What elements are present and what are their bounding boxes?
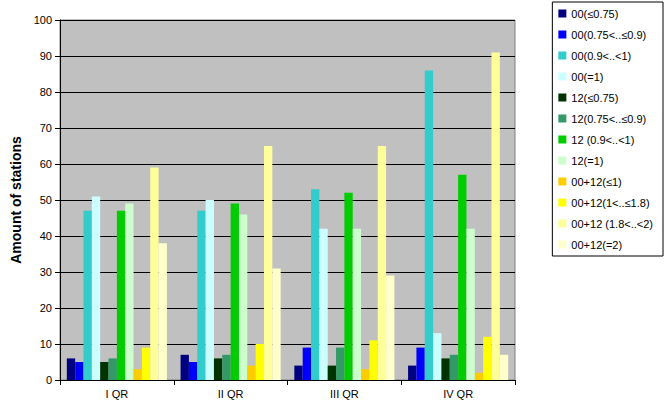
svg-text:II QR: II QR [218, 388, 244, 400]
svg-text:10: 10 [40, 338, 52, 350]
svg-text:00+12(=2): 00+12(=2) [571, 239, 622, 251]
svg-text:00(≤0.75): 00(≤0.75) [571, 8, 618, 20]
svg-text:100: 100 [34, 14, 52, 26]
svg-text:00+12(≤1): 00+12(≤1) [571, 176, 621, 188]
svg-text:12(=1): 12(=1) [571, 155, 603, 167]
svg-text:20: 20 [40, 302, 52, 314]
svg-text:00+12(1<..≤1.8): 00+12(1<..≤1.8) [571, 197, 649, 209]
svg-text:90: 90 [40, 50, 52, 62]
svg-text:III QR: III QR [330, 388, 359, 400]
svg-text:70: 70 [40, 122, 52, 134]
svg-text:0: 0 [46, 374, 52, 386]
svg-text:60: 60 [40, 158, 52, 170]
svg-text:IV QR: IV QR [443, 388, 473, 400]
svg-text:12(0.75<..≤0.9): 12(0.75<..≤0.9) [571, 113, 646, 125]
svg-text:00(0.9<..<1): 00(0.9<..<1) [571, 50, 631, 62]
svg-text:40: 40 [40, 230, 52, 242]
svg-text:12 (0.9<..<1): 12 (0.9<..<1) [571, 134, 634, 146]
svg-text:30: 30 [40, 266, 52, 278]
svg-text:00(0.75<..≤0.9): 00(0.75<..≤0.9) [571, 29, 646, 41]
svg-text:Amount of stations: Amount of stations [8, 136, 24, 264]
svg-text:00+12 (1.8<..<2): 00+12 (1.8<..<2) [571, 218, 653, 230]
svg-text:00(=1): 00(=1) [571, 71, 603, 83]
svg-text:80: 80 [40, 86, 52, 98]
svg-text:12(≤0.75): 12(≤0.75) [571, 92, 618, 104]
svg-text:50: 50 [40, 194, 52, 206]
svg-text:I QR: I QR [106, 388, 129, 400]
